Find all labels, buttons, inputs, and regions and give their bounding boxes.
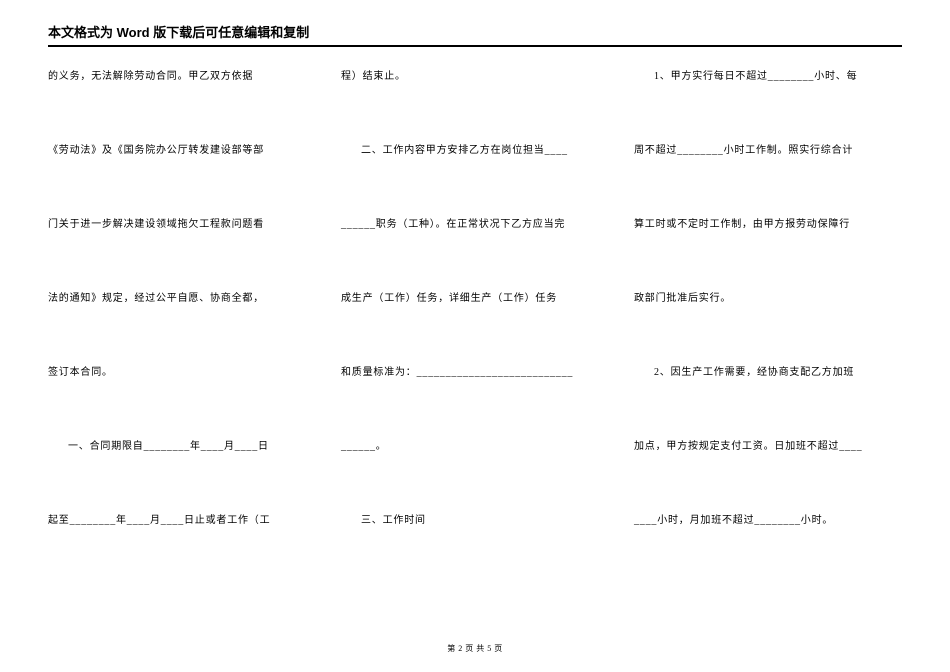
column-2: 程）结束止。 二、工作内容甲方安排乙方在岗位担当____ ______职务（工种… xyxy=(341,68,609,622)
col1-p7: 起至________年____月____日止或者工作（工 xyxy=(48,512,316,530)
col1-p2: 《劳动法》及《国务院办公厅转发建设部等部 xyxy=(48,142,316,160)
col3-p2: 周不超过________小时工作制。照实行综合计 xyxy=(634,142,902,160)
page-header: 本文格式为 Word 版下载后可任意编辑和复制 xyxy=(48,22,902,47)
col2-p3: ______职务（工种）。在正常状况下乙方应当完 xyxy=(341,216,609,234)
col2-p1: 程）结束止。 xyxy=(341,68,609,86)
col1-p5: 签订本合同。 xyxy=(48,364,316,382)
col2-p2: 二、工作内容甲方安排乙方在岗位担当____ xyxy=(341,142,609,160)
col2-p5: 和质量标准为：___________________________ xyxy=(341,364,609,382)
col2-p6: ______。 xyxy=(341,438,609,456)
col1-p1: 的义务，无法解除劳动合同。甲乙双方依据 xyxy=(48,68,316,86)
col2-p7: 三、工作时间 xyxy=(341,512,609,530)
col2-p4: 成生产（工作）任务，详细生产（工作）任务 xyxy=(341,290,609,308)
page-footer: 第 2 页 共 5 页 xyxy=(0,643,950,654)
col1-p3: 门关于进一步解决建设领域拖欠工程款问题看 xyxy=(48,216,316,234)
col3-p3: 算工时或不定时工作制，由甲方报劳动保障行 xyxy=(634,216,902,234)
column-3: 1、甲方实行每日不超过________小时、每 周不超过________小时工作… xyxy=(634,68,902,622)
col3-p6: 加点，甲方按规定支付工资。日加班不超过____ xyxy=(634,438,902,456)
col1-p6: 一、合同期限自________年____月____日 xyxy=(48,438,316,456)
column-1: 的义务，无法解除劳动合同。甲乙双方依据 《劳动法》及《国务院办公厅转发建设部等部… xyxy=(48,68,316,622)
col3-p5: 2、因生产工作需要，经协商支配乙方加班 xyxy=(634,364,902,382)
col1-p4: 法的通知》规定，经过公平自愿、协商全都， xyxy=(48,290,316,308)
content-area: 的义务，无法解除劳动合同。甲乙双方依据 《劳动法》及《国务院办公厅转发建设部等部… xyxy=(48,68,902,622)
col3-p1: 1、甲方实行每日不超过________小时、每 xyxy=(634,68,902,86)
header-title: 本文格式为 Word 版下载后可任意编辑和复制 xyxy=(48,22,902,41)
col3-p4: 政部门批准后实行。 xyxy=(634,290,902,308)
col3-p7: ____小时，月加班不超过________小时。 xyxy=(634,512,902,530)
